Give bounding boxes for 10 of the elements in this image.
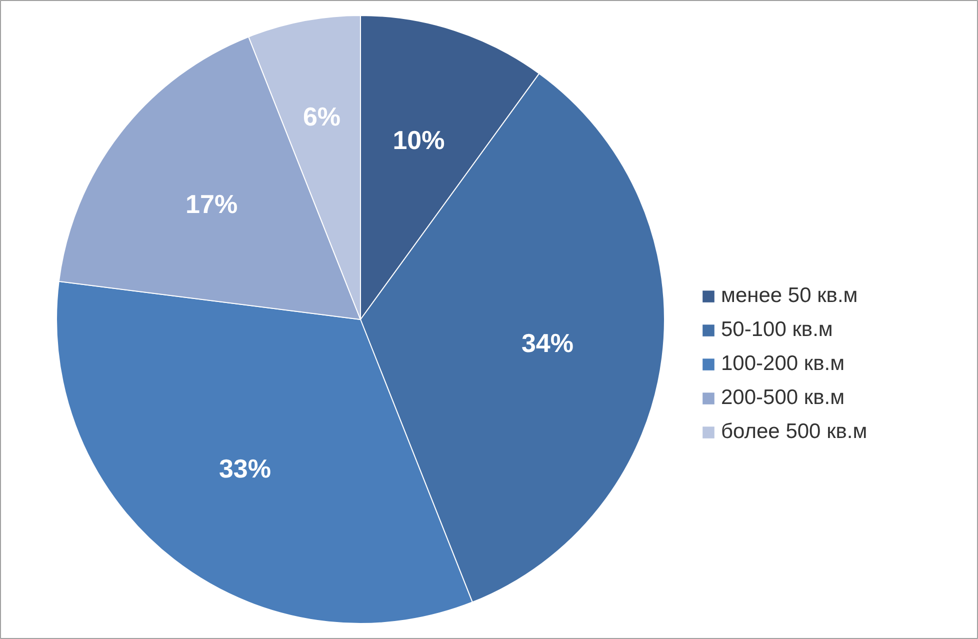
- data-label: 10%: [392, 125, 445, 156]
- legend-label: 50-100 кв.м: [721, 318, 833, 342]
- data-label: 17%: [186, 188, 238, 219]
- legend-label: 200-500 кв.м: [721, 386, 845, 410]
- legend-label: более 500 кв.м: [721, 420, 868, 444]
- data-label: 34%: [521, 328, 574, 358]
- data-label: 6%: [302, 101, 341, 132]
- data-label: 33%: [218, 453, 272, 484]
- legend-label: менее 50 кв.м: [721, 284, 858, 308]
- legend-label: 100-200 кв.м: [721, 352, 845, 376]
